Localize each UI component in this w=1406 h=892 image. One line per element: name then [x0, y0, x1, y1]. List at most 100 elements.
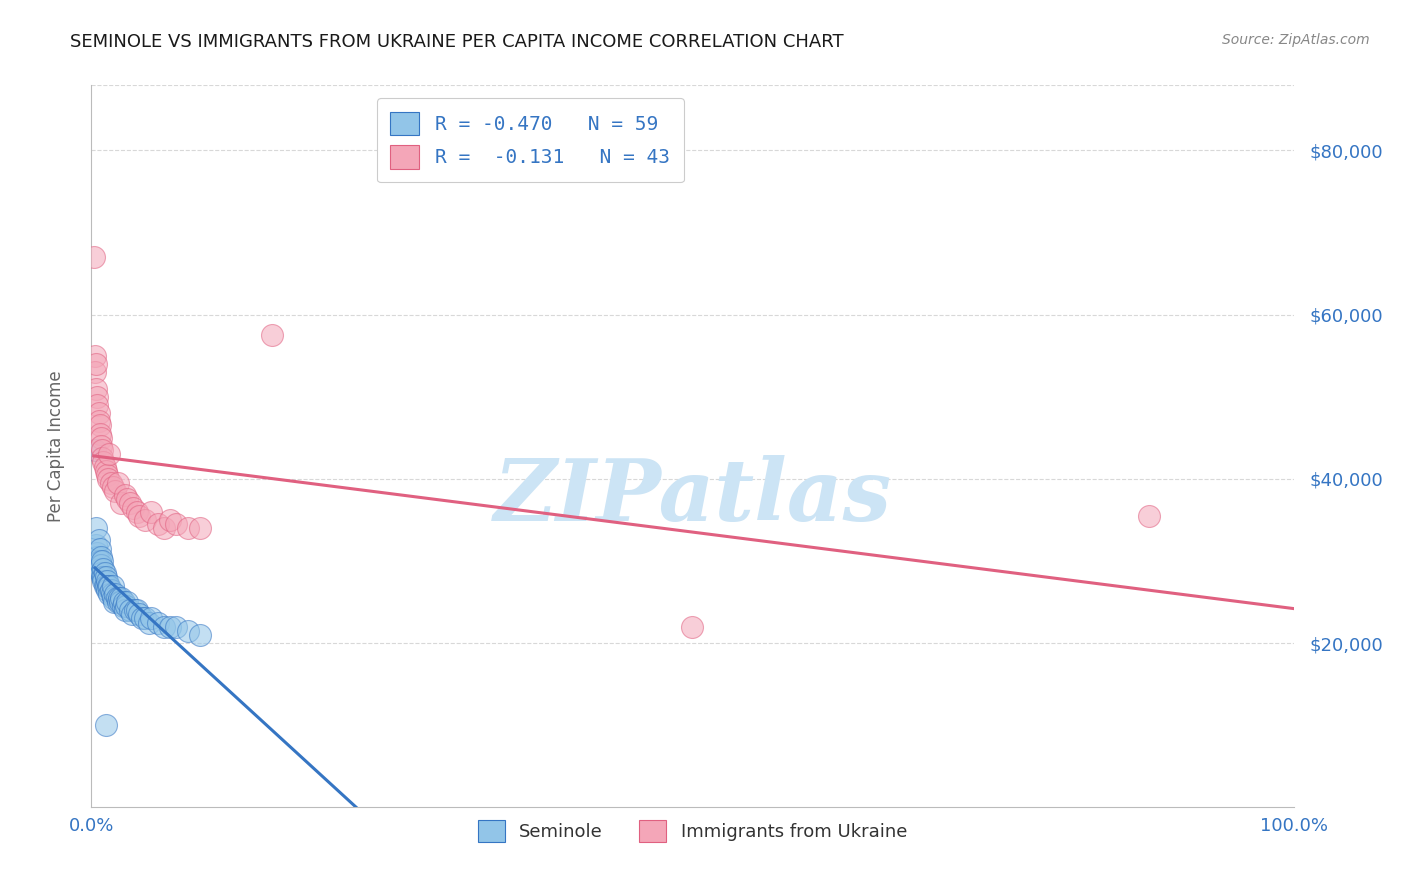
- Point: [91, 443, 114, 458]
- Point: [90, 439, 112, 453]
- Point: [93, 455, 115, 469]
- Point: [100, 582, 122, 597]
- Point: [93, 570, 115, 584]
- Point: [93, 574, 115, 589]
- Point: [122, 500, 145, 515]
- Point: [97, 472, 120, 486]
- Point: [89, 541, 111, 556]
- Point: [159, 619, 181, 633]
- Point: [108, 591, 131, 605]
- Point: [114, 488, 136, 502]
- Point: [101, 578, 124, 592]
- Point: [125, 505, 148, 519]
- Point: [90, 566, 112, 581]
- Point: [90, 558, 112, 572]
- Point: [98, 578, 121, 592]
- Point: [94, 578, 117, 592]
- Point: [89, 562, 111, 576]
- Point: [165, 619, 187, 633]
- Point: [121, 607, 143, 622]
- Point: [176, 624, 198, 638]
- Point: [118, 603, 141, 617]
- Point: [146, 615, 169, 630]
- Point: [104, 587, 127, 601]
- Point: [188, 628, 211, 642]
- Point: [105, 591, 128, 605]
- Point: [138, 615, 160, 630]
- Point: [125, 603, 148, 617]
- Point: [84, 521, 107, 535]
- Point: [100, 475, 122, 490]
- Point: [86, 390, 108, 404]
- Point: [90, 431, 112, 445]
- Point: [84, 365, 107, 379]
- Point: [96, 574, 118, 589]
- Point: [141, 611, 163, 625]
- Point: [134, 611, 156, 625]
- Point: [94, 570, 117, 584]
- Point: [141, 505, 163, 519]
- Text: Per Capita Income: Per Capita Income: [48, 370, 65, 522]
- Point: [93, 459, 115, 474]
- Point: [165, 516, 187, 531]
- Point: [98, 447, 121, 461]
- Text: SEMINOLE VS IMMIGRANTS FROM UKRAINE PER CAPITA INCOME CORRELATION CHART: SEMINOLE VS IMMIGRANTS FROM UKRAINE PER …: [70, 33, 844, 51]
- Point: [84, 537, 107, 551]
- Point: [110, 595, 132, 609]
- Point: [84, 382, 107, 396]
- Point: [152, 521, 174, 535]
- Point: [1137, 508, 1160, 523]
- Point: [87, 558, 110, 572]
- Point: [107, 595, 129, 609]
- Point: [93, 566, 115, 581]
- Point: [114, 603, 136, 617]
- Point: [98, 587, 121, 601]
- Point: [111, 599, 134, 613]
- Point: [84, 357, 107, 371]
- Point: [84, 349, 107, 363]
- Legend: Seminole, Immigrants from Ukraine: Seminole, Immigrants from Ukraine: [471, 813, 914, 849]
- Point: [89, 418, 111, 433]
- Point: [87, 533, 110, 548]
- Point: [115, 599, 138, 613]
- Point: [128, 607, 150, 622]
- Point: [93, 578, 115, 592]
- Point: [110, 496, 132, 510]
- Point: [152, 619, 174, 633]
- Point: [96, 582, 118, 597]
- Point: [90, 549, 112, 564]
- Point: [96, 467, 118, 482]
- Point: [110, 591, 132, 605]
- Point: [112, 595, 135, 609]
- Point: [146, 516, 169, 531]
- Point: [124, 603, 146, 617]
- Point: [84, 443, 107, 458]
- Text: Source: ZipAtlas.com: Source: ZipAtlas.com: [1222, 33, 1369, 47]
- Point: [188, 521, 211, 535]
- Point: [104, 484, 127, 499]
- Point: [86, 546, 108, 560]
- Point: [117, 492, 139, 507]
- Point: [91, 451, 114, 466]
- Point: [101, 480, 124, 494]
- Point: [94, 718, 117, 732]
- Text: ZIPatlas: ZIPatlas: [494, 455, 891, 539]
- Point: [91, 554, 114, 568]
- Point: [260, 328, 283, 343]
- Point: [103, 595, 125, 609]
- Point: [107, 475, 129, 490]
- Point: [117, 595, 139, 609]
- Point: [176, 521, 198, 535]
- Point: [87, 406, 110, 420]
- Point: [681, 619, 703, 633]
- Point: [89, 554, 111, 568]
- Point: [83, 250, 105, 264]
- Point: [134, 513, 156, 527]
- Point: [91, 570, 114, 584]
- Point: [89, 426, 111, 441]
- Point: [128, 508, 150, 523]
- Point: [97, 578, 120, 592]
- Point: [159, 513, 181, 527]
- Point: [86, 549, 108, 564]
- Point: [86, 398, 108, 412]
